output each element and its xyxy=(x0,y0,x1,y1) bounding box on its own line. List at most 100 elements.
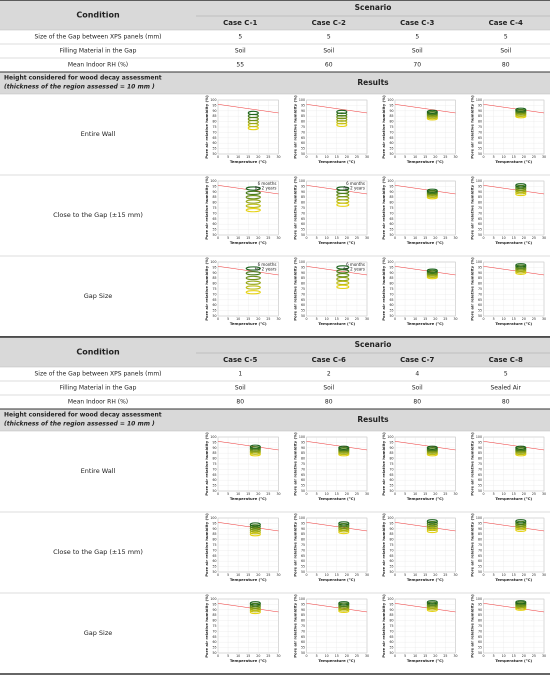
decay-threshold xyxy=(217,266,279,276)
x-tick-label: 15 xyxy=(423,573,427,577)
x-tick-label: 5 xyxy=(404,155,406,159)
hygrothermal-loop xyxy=(515,519,527,533)
y-tick-label: 50 xyxy=(212,570,216,574)
y-tick-label: 60 xyxy=(301,303,305,307)
y-tick-label: 80 xyxy=(389,457,393,461)
loop-cycle xyxy=(515,449,527,454)
condition-value: Sealed Air xyxy=(491,385,522,392)
y-tick-label: 65 xyxy=(478,554,482,558)
x-tick-label: 20 xyxy=(345,573,349,577)
y-tick-label: 95 xyxy=(389,265,393,269)
y-tick-label: 65 xyxy=(478,473,482,477)
loop-cycle xyxy=(515,184,527,190)
condition-value: 5 xyxy=(327,34,331,41)
y-tick-label: 75 xyxy=(478,287,482,291)
x-tick-label: 0 xyxy=(482,654,484,658)
y-tick-label: 95 xyxy=(478,602,482,606)
loop-cycle xyxy=(336,186,350,191)
loop-cycle xyxy=(249,444,261,449)
y-tick-label: 85 xyxy=(212,613,216,617)
loop-cycle xyxy=(338,521,350,526)
y-tick-label: 65 xyxy=(389,635,393,639)
y-axis-label: Pore air relative humidity (%) xyxy=(204,95,209,159)
y-tick-label: 75 xyxy=(389,125,393,129)
x-tick-label: 25 xyxy=(355,317,359,321)
x-tick-label: 15 xyxy=(512,492,516,496)
y-tick-label: 60 xyxy=(212,478,216,482)
x-tick-label: 5 xyxy=(316,654,318,658)
condition-value: 80 xyxy=(502,62,510,69)
y-tick-label: 65 xyxy=(212,217,216,221)
y-tick-label: 75 xyxy=(478,462,482,466)
x-tick-label: 20 xyxy=(256,236,260,240)
x-tick-label: 30 xyxy=(365,654,369,658)
y-tick-label: 50 xyxy=(212,489,216,493)
loop-cycle xyxy=(515,601,527,606)
y-axis-label: Pore air relative humidity (%) xyxy=(470,432,475,496)
decay-threshold xyxy=(306,603,368,613)
x-tick-label: 30 xyxy=(453,573,457,577)
condition-header: Condition xyxy=(76,348,120,357)
x-tick-label: 20 xyxy=(433,654,437,658)
x-tick-label: 20 xyxy=(345,317,349,321)
y-tick-label: 70 xyxy=(389,292,393,296)
condition-value: 2 xyxy=(327,371,331,378)
y-tick-label: 100 xyxy=(476,597,482,601)
x-tick-label: 10 xyxy=(236,573,240,577)
loop-cycle xyxy=(426,526,438,532)
x-tick-label: 30 xyxy=(542,317,546,321)
results-header: Results xyxy=(357,415,389,424)
loop-cycle xyxy=(515,452,527,457)
y-tick-label: 85 xyxy=(212,114,216,118)
loop-cycle xyxy=(338,449,350,454)
y-tick-label: 60 xyxy=(478,478,482,482)
y-tick-label: 50 xyxy=(212,651,216,655)
x-tick-label: 10 xyxy=(413,317,417,321)
y-tick-label: 75 xyxy=(212,543,216,547)
x-tick-label: 10 xyxy=(502,317,506,321)
y-axis-label: Pore air relative humidity (%) xyxy=(470,594,475,658)
y-tick-label: 55 xyxy=(301,565,305,569)
x-tick-label: 0 xyxy=(394,573,396,577)
x-tick-label: 25 xyxy=(532,155,536,159)
loop-cycle xyxy=(426,269,438,275)
loop-cycle xyxy=(515,603,527,609)
x-tick-label: 10 xyxy=(413,155,417,159)
y-tick-label: 70 xyxy=(478,548,482,552)
loop-cycle xyxy=(336,276,350,282)
y-tick-label: 100 xyxy=(299,179,305,183)
x-tick-label: 25 xyxy=(443,317,447,321)
y-tick-label: 95 xyxy=(301,440,305,444)
condition-label: Filling Material in the Gap xyxy=(60,48,137,55)
loop-cycle xyxy=(426,521,438,526)
loop-cycle xyxy=(515,107,527,112)
loop-cycle xyxy=(426,601,438,606)
y-tick-label: 75 xyxy=(301,462,305,466)
hygrothermal-loop xyxy=(249,601,261,615)
case-header: Case C-6 xyxy=(312,356,346,364)
plot-annotation: for 2 years xyxy=(343,186,365,191)
case-header: Case C-1 xyxy=(223,19,257,27)
x-axis-label: Temperature (°C) xyxy=(407,496,444,501)
y-tick-label: 90 xyxy=(301,608,305,612)
x-axis-label: Temperature (°C) xyxy=(495,321,532,326)
y-tick-label: 95 xyxy=(478,265,482,269)
y-tick-label: 55 xyxy=(301,646,305,650)
y-tick-label: 85 xyxy=(478,195,482,199)
x-tick-label: 20 xyxy=(433,573,437,577)
y-tick-label: 60 xyxy=(389,478,393,482)
decay-threshold xyxy=(394,441,456,451)
x-tick-label: 20 xyxy=(345,492,349,496)
y-tick-label: 60 xyxy=(389,141,393,145)
x-tick-label: 5 xyxy=(404,573,406,577)
y-tick-label: 95 xyxy=(301,602,305,606)
decay-threshold xyxy=(483,603,545,613)
y-tick-label: 90 xyxy=(478,608,482,612)
y-tick-label: 85 xyxy=(389,195,393,199)
x-tick-label: 25 xyxy=(355,654,359,658)
loop-cycle xyxy=(336,109,348,115)
x-tick-label: 25 xyxy=(443,654,447,658)
y-axis-label: Pore air relative humidity (%) xyxy=(204,432,209,496)
y-tick-label: 95 xyxy=(301,184,305,188)
loop-cycle xyxy=(336,114,348,120)
